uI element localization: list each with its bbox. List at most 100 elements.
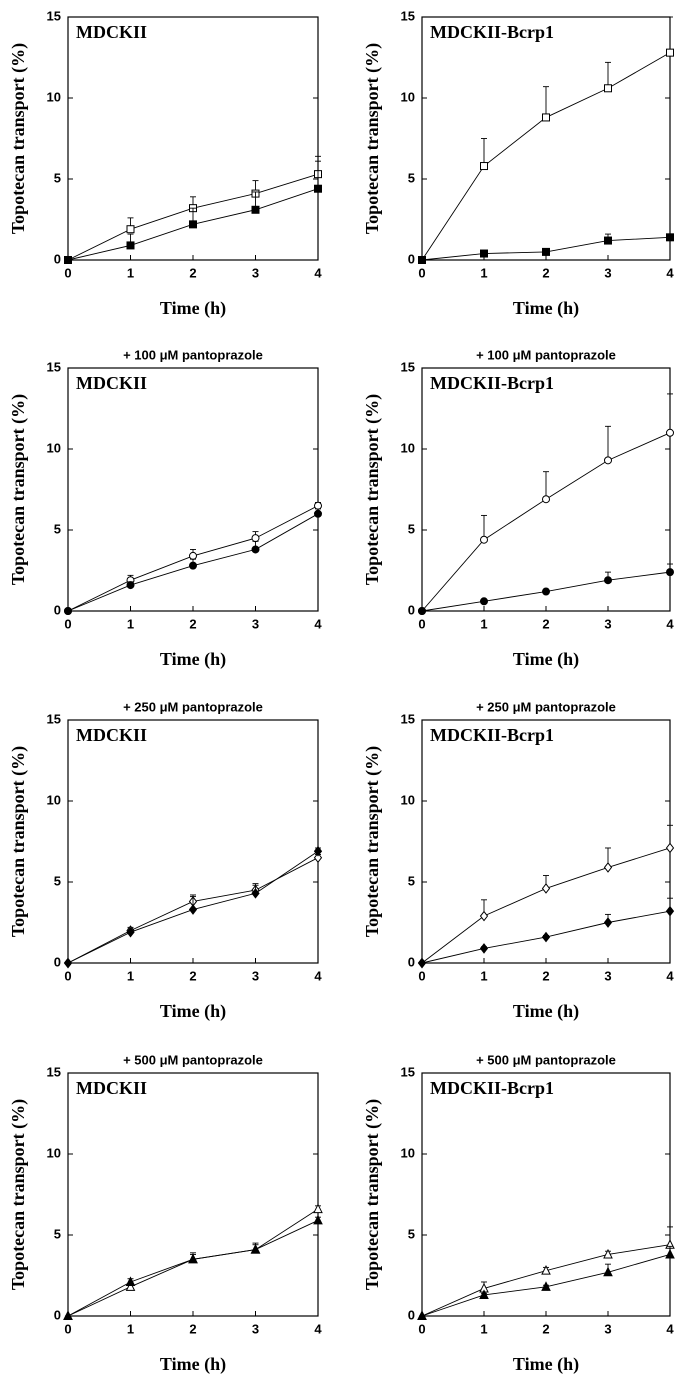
marker <box>480 162 488 171</box>
panel-label: MDCKII-Bcrp1 <box>430 1078 554 1098</box>
marker <box>542 247 550 256</box>
x-tick-label: 2 <box>189 616 196 631</box>
y-tick-label: 0 <box>54 251 61 266</box>
marker <box>479 910 489 922</box>
series-line <box>421 1244 671 1317</box>
x-axis-label: Time (h) <box>160 1001 226 1022</box>
x-tick-label: 4 <box>666 968 674 983</box>
y-tick-label: 5 <box>408 873 415 888</box>
y-tick-label: 5 <box>54 170 61 185</box>
y-tick-label: 10 <box>401 1145 415 1160</box>
marker <box>313 852 323 864</box>
marker <box>603 1248 613 1259</box>
y-tick-label: 10 <box>47 440 61 455</box>
x-axis-label: Time (h) <box>160 298 226 319</box>
marker <box>541 883 551 894</box>
marker <box>479 943 489 954</box>
x-tick-label: 3 <box>604 265 611 280</box>
plot-frame <box>67 367 319 612</box>
marker <box>480 249 488 258</box>
marker <box>666 48 674 57</box>
series-line <box>421 432 671 612</box>
marker <box>251 545 260 554</box>
y-tick-label: 10 <box>47 792 61 807</box>
marker <box>480 535 488 544</box>
y-axis-label: Topotecan transport (%) <box>8 746 29 937</box>
x-tick-label: 4 <box>314 616 322 631</box>
marker <box>314 501 322 510</box>
y-tick-label: 10 <box>401 89 415 104</box>
y-axis-label: Topotecan transport (%) <box>362 394 383 585</box>
marker <box>126 241 135 250</box>
x-tick-label: 0 <box>418 1321 425 1336</box>
marker <box>313 1203 323 1214</box>
series-line <box>421 52 671 261</box>
error-bar <box>667 393 673 433</box>
marker <box>126 926 135 938</box>
x-tick-label: 0 <box>64 968 71 983</box>
y-tick-label: 5 <box>54 873 61 888</box>
x-tick-label: 0 <box>418 265 425 280</box>
x-tick-label: 2 <box>542 968 549 983</box>
x-tick-label: 3 <box>252 265 259 280</box>
marker <box>604 236 612 245</box>
marker <box>417 957 427 969</box>
x-tick-label: 0 <box>418 968 425 983</box>
x-tick-label: 3 <box>604 616 611 631</box>
plot-frame <box>67 719 319 964</box>
marker <box>64 256 72 264</box>
x-tick-label: 2 <box>542 616 549 631</box>
series-line <box>421 847 671 964</box>
y-tick-label: 0 <box>54 1307 61 1322</box>
panel: 0 5 10 15 0 1 2 3 4 + 250 μM pantoprazole MDCKII-B… <box>362 699 674 1022</box>
plot-frame <box>421 1072 671 1317</box>
marker <box>480 597 488 606</box>
x-tick-label: 4 <box>314 265 322 280</box>
x-tick-label: 4 <box>314 968 322 983</box>
marker <box>418 256 426 264</box>
x-tick-label: 1 <box>480 1321 487 1336</box>
panel-title: + 250 μM pantoprazole <box>476 699 616 714</box>
error-bar <box>667 16 673 53</box>
y-tick-label: 5 <box>408 170 415 185</box>
panel-title: + 250 μM pantoprazole <box>123 699 263 714</box>
x-tick-label: 2 <box>189 1321 196 1336</box>
x-tick-label: 1 <box>127 968 134 983</box>
marker <box>603 1266 613 1277</box>
panel-label: MDCKII-Bcrp1 <box>430 22 554 42</box>
marker <box>604 576 612 585</box>
x-tick-label: 3 <box>252 968 259 983</box>
panel: 0 5 10 15 0 1 2 3 4 MDCKII Time (h) Topotecan trans… <box>8 8 322 319</box>
x-tick-label: 3 <box>252 1321 259 1336</box>
marker <box>189 561 197 570</box>
x-axis-label: Time (h) <box>160 649 226 670</box>
marker <box>251 205 260 214</box>
x-tick-label: 3 <box>252 616 259 631</box>
x-tick-label: 1 <box>480 968 487 983</box>
x-tick-label: 4 <box>666 1321 674 1336</box>
x-axis-label: Time (h) <box>513 1001 579 1022</box>
y-tick-label: 5 <box>408 1226 415 1241</box>
y-tick-label: 0 <box>408 954 415 969</box>
y-tick-label: 15 <box>47 711 61 726</box>
y-tick-label: 0 <box>408 251 415 266</box>
x-tick-label: 0 <box>64 1321 71 1336</box>
x-tick-label: 1 <box>480 265 487 280</box>
y-tick-label: 15 <box>47 359 61 374</box>
panel-label: MDCKII-Bcrp1 <box>430 373 554 393</box>
x-axis-label: Time (h) <box>513 649 579 670</box>
y-tick-label: 15 <box>47 8 61 23</box>
y-axis-label: Topotecan transport (%) <box>8 1099 29 1290</box>
panel-title: + 100 μM pantoprazole <box>123 347 263 362</box>
y-tick-label: 10 <box>401 792 415 807</box>
x-tick-label: 3 <box>604 968 611 983</box>
marker <box>666 233 674 242</box>
error-bar <box>543 471 549 500</box>
marker <box>542 495 550 504</box>
y-axis-label: Topotecan transport (%) <box>8 43 29 234</box>
panel: 0 5 10 15 0 1 2 3 4 + 100 μM pantoprazole MDCKII-B… <box>362 347 674 670</box>
x-tick-label: 1 <box>480 616 487 631</box>
panel: 0 5 10 15 0 1 2 3 4 + 500 μM pantoprazole MDCKII Ti… <box>8 1052 323 1375</box>
y-axis-label: Topotecan transport (%) <box>362 746 383 937</box>
